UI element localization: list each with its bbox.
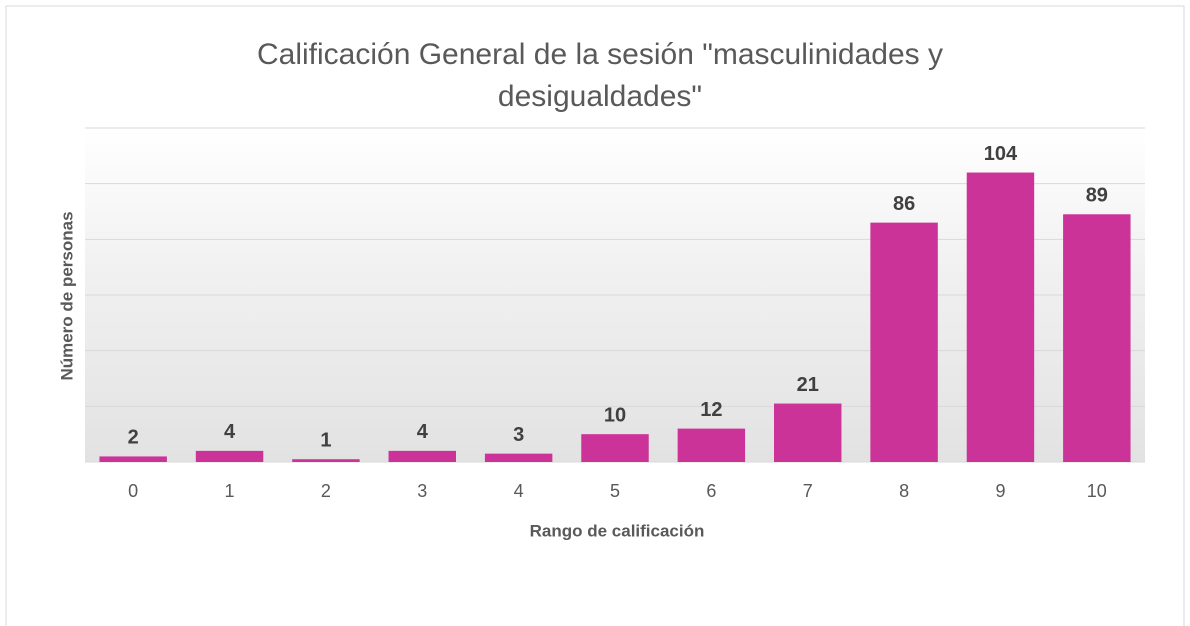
chart-title: Calificación General de la sesión "mascu… <box>256 38 943 113</box>
bar <box>966 172 1035 463</box>
bar <box>292 459 360 462</box>
data-label: 4 <box>417 421 429 443</box>
data-label: 10 <box>604 404 626 426</box>
x-tick-label: 8 <box>899 481 909 501</box>
bar <box>1063 214 1131 462</box>
x-tick-label: 1 <box>225 481 235 501</box>
data-label: 104 <box>984 143 1018 165</box>
x-tick-label: 5 <box>610 481 620 501</box>
data-label: 2 <box>128 427 139 449</box>
bar <box>99 456 167 462</box>
x-tick-label: 9 <box>995 481 1005 501</box>
x-axis-label: Rango de calificación <box>530 521 705 540</box>
y-axis-label: Número de personas <box>57 211 76 380</box>
x-tick-label: 4 <box>514 481 524 501</box>
bar <box>677 428 746 462</box>
data-label: 89 <box>1086 185 1108 207</box>
bar <box>581 434 649 462</box>
data-label: 3 <box>513 424 524 446</box>
data-label: 1 <box>320 429 331 451</box>
data-label: 86 <box>893 193 915 215</box>
bar <box>195 450 264 462</box>
bar <box>388 450 456 462</box>
data-label: 12 <box>700 399 722 421</box>
data-label: 4 <box>224 421 236 443</box>
x-tick-label: 0 <box>128 481 138 501</box>
data-label: 21 <box>797 374 819 396</box>
x-tick-label: 3 <box>417 481 427 501</box>
x-tick-label: 6 <box>706 481 716 501</box>
x-tick-label: 7 <box>803 481 813 501</box>
bar <box>774 403 842 462</box>
x-tick-label: 10 <box>1087 481 1107 501</box>
bar <box>484 453 553 462</box>
x-tick-label: 2 <box>321 481 331 501</box>
bar <box>870 222 938 462</box>
